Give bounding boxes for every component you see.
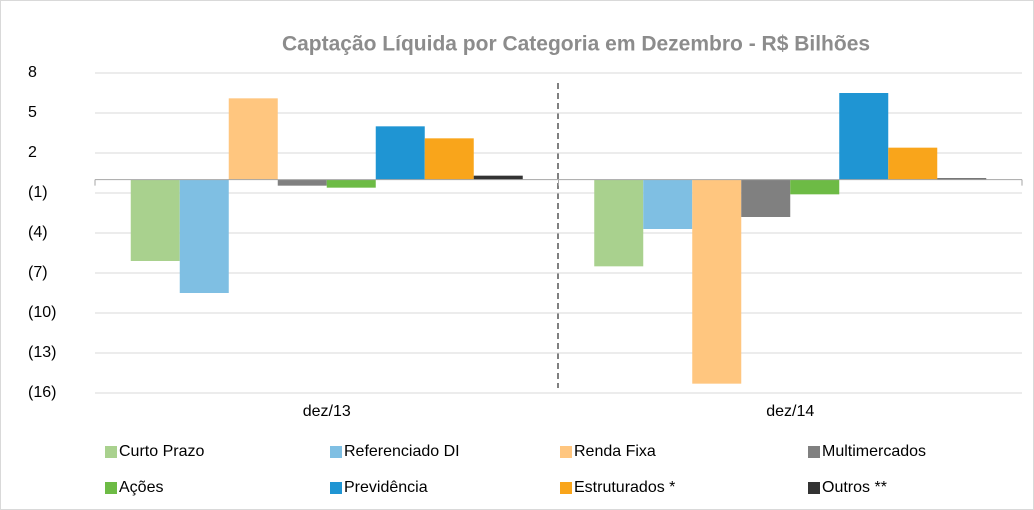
y-tick-label: (4) — [28, 224, 48, 241]
chart-title: Captação Líquida por Categoria em Dezemb… — [282, 33, 870, 56]
legend-swatch — [330, 482, 342, 494]
bar — [326, 179, 376, 188]
bar — [594, 179, 644, 267]
legend-label: Referenciado DI — [344, 443, 460, 460]
x-tick-label: dez/13 — [303, 403, 351, 420]
y-tick-label: (7) — [28, 264, 48, 281]
x-tick-label: dez/14 — [766, 403, 814, 420]
y-tick-label: (10) — [28, 304, 56, 321]
legend-label: Curto Prazo — [119, 443, 204, 460]
bar — [424, 138, 474, 180]
legend-swatch — [560, 482, 572, 494]
legend-swatch — [808, 482, 820, 494]
bar — [277, 179, 327, 186]
legend-label: Ações — [119, 479, 163, 496]
legend-swatch — [105, 446, 117, 458]
bar — [839, 93, 889, 180]
legend-swatch — [105, 482, 117, 494]
y-tick-label: (16) — [28, 384, 56, 401]
legend-swatch — [808, 446, 820, 458]
legend-swatch — [560, 446, 572, 458]
bar — [692, 179, 742, 384]
y-tick-label: 2 — [28, 144, 37, 161]
bar — [937, 178, 987, 180]
legend-label: Multimercados — [822, 443, 926, 460]
y-tick-label: (1) — [28, 184, 48, 201]
bar — [888, 147, 938, 180]
bar — [643, 179, 693, 229]
legend-label: Estruturados * — [574, 479, 675, 496]
bar — [790, 179, 840, 195]
bar — [741, 179, 791, 217]
bar — [375, 126, 425, 180]
bar — [228, 98, 278, 180]
bar — [473, 175, 523, 180]
legend-label: Outros ** — [822, 479, 887, 496]
legend-swatch — [330, 446, 342, 458]
legend-label: Previdência — [344, 479, 428, 496]
bar — [179, 179, 229, 293]
y-tick-label: 5 — [28, 104, 37, 121]
y-tick-label: (13) — [28, 344, 56, 361]
y-tick-label: 8 — [28, 64, 37, 81]
bar — [130, 179, 180, 261]
legend-label: Renda Fixa — [574, 443, 656, 460]
